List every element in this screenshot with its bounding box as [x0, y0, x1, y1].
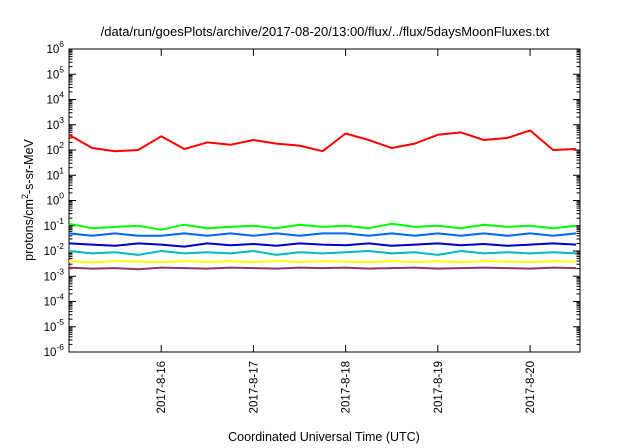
x-tick-label: 2017-8-19: [433, 361, 445, 413]
y-tick-label: 101: [46, 165, 64, 182]
chart-title: /data/run/goesPlots/archive/2017-08-20/1…: [101, 24, 550, 39]
y-tick-label: 10-2: [44, 241, 65, 258]
x-tick-label: 2017-8-16: [156, 361, 168, 413]
y-axis-label-sup: 2: [20, 194, 30, 199]
y-tick-label: 100: [46, 191, 64, 208]
y-tick-label: 102: [46, 140, 64, 157]
y-tick-label: 10-1: [44, 216, 65, 233]
y-axis-label-post: -s-sr-MeV: [22, 138, 36, 194]
series-group: [68, 129, 577, 271]
y-tick-label: 104: [46, 90, 64, 107]
y-tick-label: 106: [46, 39, 64, 56]
plot-frame: [68, 48, 581, 353]
y-tick-label: 10-4: [44, 292, 65, 309]
y-tick-label: 103: [46, 115, 64, 132]
series-line-7: [68, 266, 577, 271]
x-tick-label: 2017-8-17: [248, 361, 260, 413]
y-tick-label: 105: [46, 64, 64, 81]
x-axis-label: Coordinated Universal Time (UTC): [228, 430, 420, 444]
y-axis: 10-6 10-5 10-4 10-3 10-2 10-1 100 101 102 103 104 1…: [44, 39, 580, 359]
series-line-2: [68, 222, 577, 231]
series-line-3: [68, 232, 577, 237]
series-line-1: [68, 129, 577, 153]
y-tick-label: 10-6: [44, 342, 65, 359]
series-line-5: [68, 250, 577, 256]
series-line-6: [68, 260, 577, 264]
x-tick-label: 2017-8-20: [525, 361, 537, 413]
x-axis: 2017-8-16 2017-8-17 2017-8-18 2017-8-19 2017…: [156, 49, 537, 413]
y-tick-label: 10-5: [44, 317, 65, 334]
plot-area: [68, 48, 581, 353]
x-tick-label: 2017-8-18: [341, 361, 353, 413]
y-axis-label-pre: protons/cm: [22, 199, 36, 261]
y-axis-label: protons/cm2-s-sr-MeV: [20, 138, 36, 260]
series-line-4: [68, 242, 577, 248]
y-tick-label: 10-3: [44, 266, 65, 283]
